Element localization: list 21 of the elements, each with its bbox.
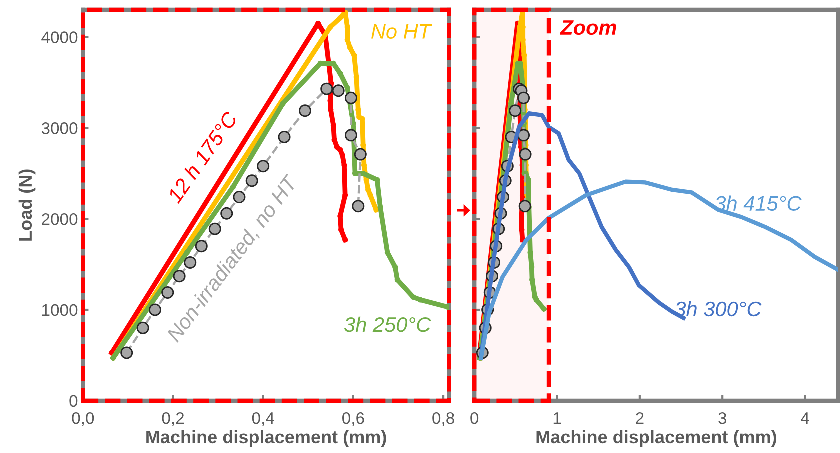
x-tick-label: 0: [470, 412, 479, 424]
x-tick-label: 0,2: [162, 412, 184, 426]
x-tick-label: 0,4: [252, 412, 274, 426]
x-tick-label: 3: [718, 412, 726, 424]
band-label: Zoom: [560, 20, 616, 36]
y-tick-label: 2000: [42, 213, 78, 226]
x-axis-title: Machine displacement (mm): [536, 430, 776, 448]
x-tick-label: 2: [636, 412, 644, 424]
x-axis-title: Machine displacement (mm): [146, 430, 386, 448]
x-tick-label: 0,8: [432, 412, 454, 426]
x-tick-label: 1: [554, 412, 562, 424]
y-axis-title: Load (N): [18, 170, 36, 241]
x-tick-label: 4: [801, 412, 810, 424]
x-tick-label: 0,0: [72, 412, 94, 426]
y-tick-label: 4000: [42, 32, 78, 44]
y-tick-label: 3000: [42, 122, 78, 134]
x-tick-label: 0,6: [342, 412, 364, 426]
y-tick-label: 1000: [42, 304, 78, 316]
series-label: No HT: [372, 24, 432, 40]
series-label: 3h 250°C: [344, 316, 432, 332]
y-tick-label: 0: [70, 395, 78, 408]
